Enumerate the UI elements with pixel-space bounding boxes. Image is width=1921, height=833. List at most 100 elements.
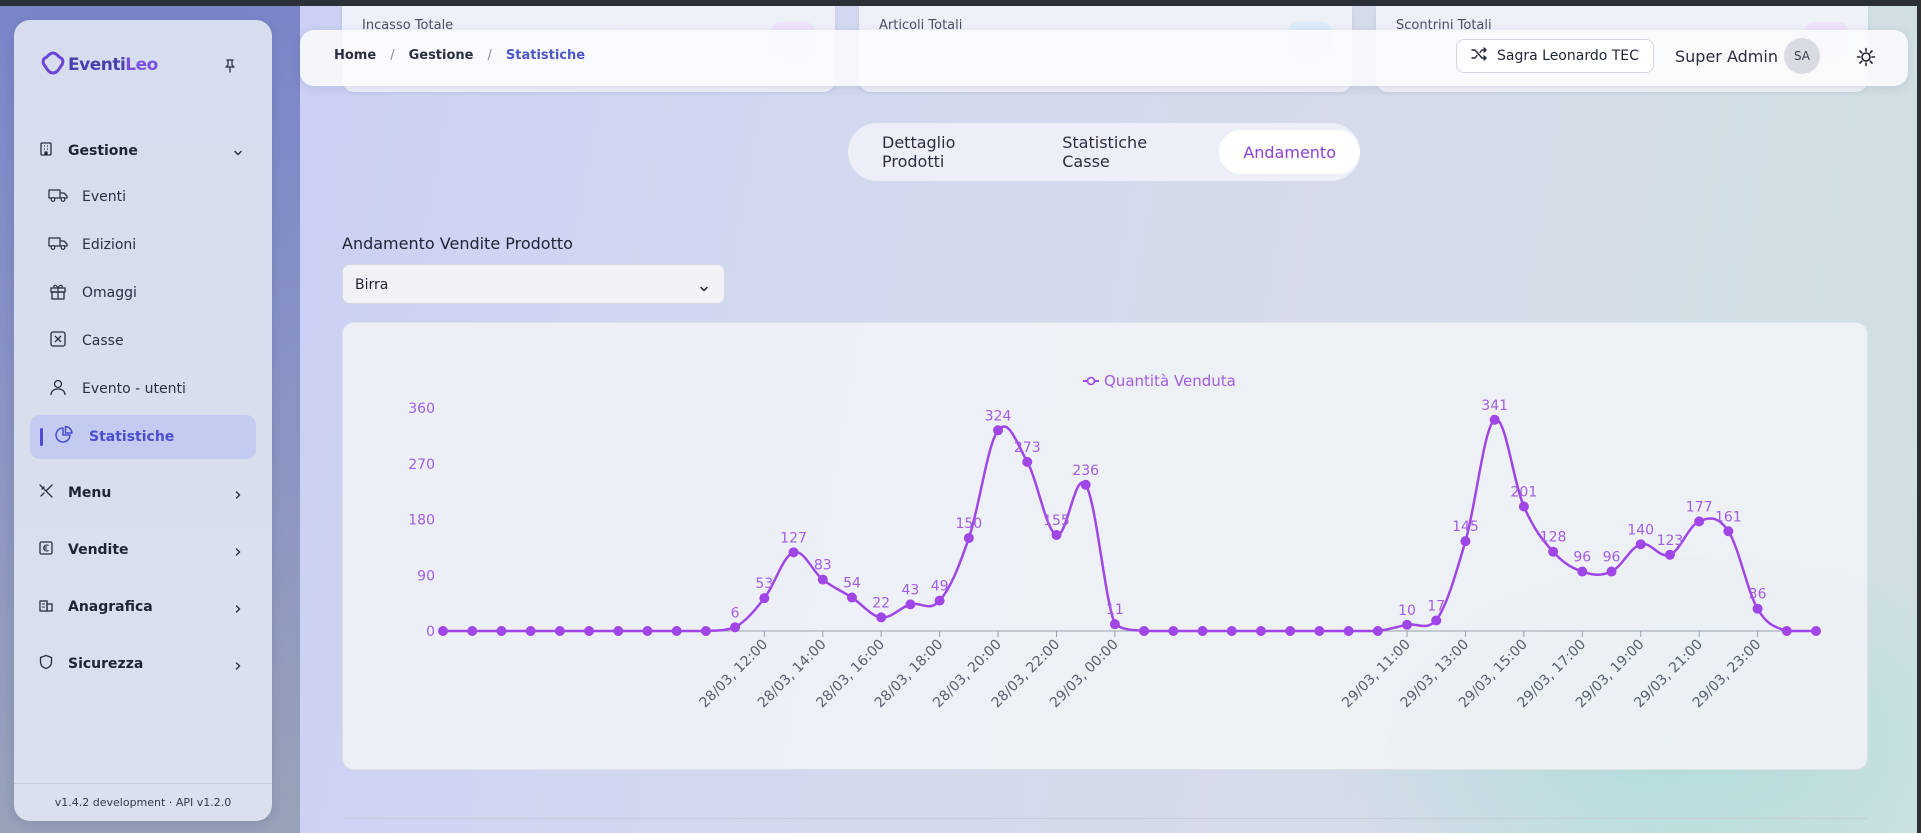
breadcrumb-separator: / — [390, 48, 395, 63]
data-label: 201 — [1511, 484, 1538, 500]
data-point — [730, 622, 741, 633]
tab-andamento[interactable]: Andamento — [1219, 130, 1360, 174]
sidebar-item-edizioni[interactable]: Edizioni — [48, 225, 272, 265]
data-label: 150 — [955, 516, 982, 532]
data-point — [1226, 626, 1237, 636]
y-tick-label: 270 — [408, 457, 435, 473]
chevron-right-icon — [232, 600, 244, 619]
data-label: 83 — [814, 558, 832, 574]
sidebar-item-casse[interactable]: Casse — [48, 321, 272, 361]
sidebar-item-label: Omaggi — [82, 285, 137, 301]
sidebar-section-label: Vendite — [68, 542, 129, 558]
data-point — [671, 626, 682, 636]
series-points — [438, 414, 1821, 636]
breadcrumb-home[interactable]: Home — [334, 48, 377, 63]
data-point — [584, 626, 595, 636]
data-point — [642, 626, 653, 636]
window-edge — [1917, 6, 1921, 833]
data-label: 49 — [931, 579, 949, 595]
data-point — [1664, 549, 1675, 560]
chevron-right-icon — [232, 486, 244, 505]
data-point — [963, 533, 974, 544]
user-icon — [48, 378, 68, 400]
data-label: 43 — [901, 582, 919, 598]
data-point — [1606, 566, 1617, 577]
product-select-value: Birra — [355, 277, 389, 293]
chevron-right-icon — [232, 543, 244, 562]
data-label: 123 — [1657, 533, 1684, 549]
sidebar-section-menu[interactable]: Menu — [38, 476, 258, 510]
user-name[interactable]: Super Admin — [1675, 47, 1778, 66]
stat-card-title: Articoli Totali — [879, 18, 963, 33]
avatar[interactable]: SA — [1784, 38, 1820, 74]
data-label: 53 — [755, 576, 773, 592]
sidebar-section-gestione[interactable]: Gestione — [38, 134, 258, 168]
data-point — [905, 599, 916, 610]
sidebar-section-label: Gestione — [68, 143, 138, 159]
buildings-icon — [38, 597, 54, 617]
sidebar-section-label: Menu — [68, 485, 112, 501]
sun-icon[interactable] — [1856, 47, 1876, 71]
sidebar-section-anagrafica[interactable]: Anagrafica — [38, 590, 258, 624]
breadcrumb-current: Statistiche — [505, 48, 586, 63]
section-title: Andamento Vendite Prodotto — [342, 234, 573, 253]
data-point — [1723, 526, 1734, 537]
breadcrumb-gestione[interactable]: Gestione — [408, 48, 474, 63]
series-line — [442, 418, 1816, 633]
data-label: 11 — [1106, 602, 1124, 618]
sidebar-item-evento-utenti[interactable]: Evento - utenti — [48, 369, 272, 409]
data-label: 96 — [1603, 550, 1621, 566]
tab-statistiche-casse[interactable]: Statistiche Casse — [1062, 133, 1148, 171]
breadcrumb: Home / Gestione / Statistiche — [334, 48, 585, 63]
event-name: Sagra Leonardo TEC — [1497, 48, 1639, 64]
data-point — [554, 626, 565, 636]
product-select[interactable]: Birra — [342, 264, 725, 304]
data-label: 155 — [1043, 513, 1070, 529]
data-label: 54 — [843, 576, 861, 592]
data-label: 128 — [1540, 530, 1567, 546]
data-point — [1314, 626, 1325, 636]
data-point — [1460, 536, 1471, 547]
y-axis: 0 90 180 270 360 — [408, 401, 435, 640]
breadcrumb-separator: / — [487, 48, 492, 63]
sidebar-item-label: Eventi — [82, 189, 126, 205]
pin-icon[interactable] — [222, 58, 238, 78]
sidebar-section-vendite[interactable]: Vendite — [38, 533, 258, 567]
data-label: 341 — [1481, 398, 1508, 414]
app-background: Incasso Totale Articoli Totali Scontrini… — [0, 6, 1921, 833]
data-point — [525, 626, 536, 636]
shield-icon — [38, 654, 54, 674]
tab-dettaglio-prodotti[interactable]: Dettaglio Prodotti — [882, 133, 956, 171]
version-info: v1.4.2 development · API v1.2.0 — [14, 783, 272, 821]
data-point — [1752, 603, 1763, 614]
data-point — [759, 593, 770, 604]
data-label: 177 — [1686, 499, 1713, 515]
data-point — [1431, 615, 1442, 626]
y-tick-label: 180 — [408, 513, 435, 529]
legend-dot-marker — [1086, 376, 1096, 386]
data-point — [934, 595, 945, 606]
truck-icon — [48, 187, 68, 207]
data-point — [1781, 626, 1792, 636]
data-point — [700, 626, 711, 636]
stat-card-title: Incasso Totale — [362, 18, 454, 33]
app-logo[interactable]: EventiLeo — [40, 50, 158, 80]
sidebar-section-sicurezza[interactable]: Sicurezza — [38, 647, 258, 681]
data-point — [1080, 479, 1091, 490]
sidebar-item-statistiche[interactable]: Statistiche — [30, 415, 256, 459]
shuffle-icon — [1471, 47, 1487, 65]
y-tick-label: 90 — [417, 568, 435, 584]
data-point — [1489, 414, 1500, 425]
sidebar-item-omaggi[interactable]: Omaggi — [48, 273, 272, 313]
sidebar-item-eventi[interactable]: Eventi — [48, 177, 272, 217]
chart-legend[interactable]: Quantità Venduta — [1083, 372, 1236, 390]
data-point — [1109, 619, 1120, 630]
data-point — [613, 626, 624, 636]
data-point — [1255, 626, 1266, 636]
event-switch-button[interactable]: Sagra Leonardo TEC — [1456, 39, 1654, 73]
sidebar-section-label: Sicurezza — [68, 656, 144, 672]
data-point — [1402, 619, 1413, 630]
data-label: 22 — [872, 595, 890, 611]
brand-name-part1: Eventi — [68, 55, 126, 75]
